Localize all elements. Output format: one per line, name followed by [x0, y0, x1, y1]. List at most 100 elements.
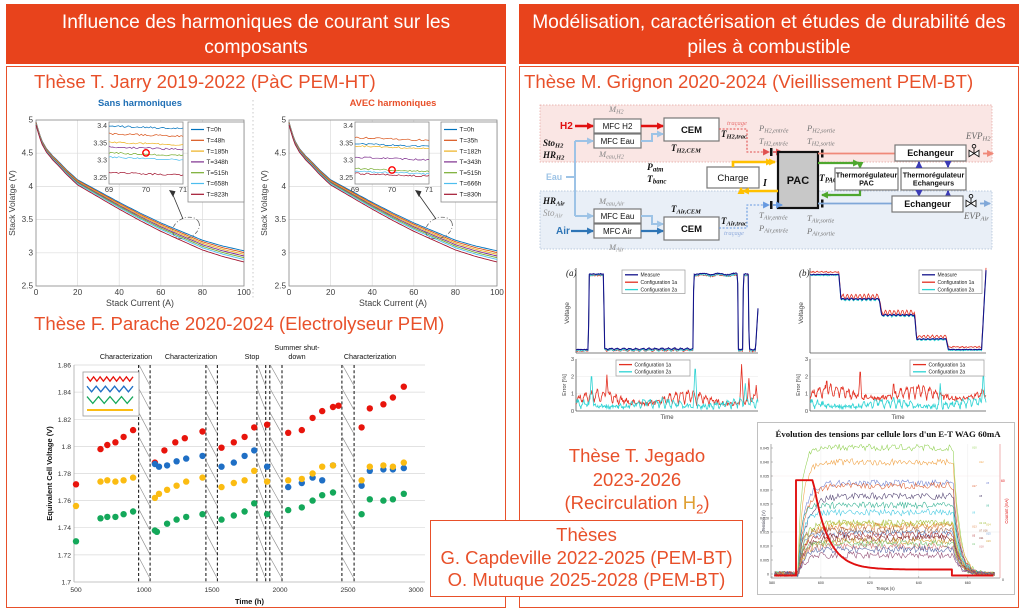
svg-text:PAir,entrée: PAir,entrée: [758, 223, 788, 235]
svg-text:Echangeur: Echangeur: [904, 199, 951, 209]
svg-text:EVPAir: EVPAir: [963, 211, 989, 223]
svg-text:U5: U5: [986, 482, 990, 485]
svg-text:MH2: MH2: [608, 104, 624, 116]
svg-text:3.3: 3.3: [343, 158, 353, 165]
svg-text:3: 3: [571, 357, 574, 363]
svg-text:1: 1: [571, 392, 574, 398]
svg-text:2000: 2000: [272, 587, 287, 594]
svg-text:U7 U16: U7 U16: [979, 530, 988, 533]
svg-text:U18: U18: [979, 546, 984, 549]
svg-text:2.5: 2.5: [22, 282, 34, 291]
svg-text:MFC Air: MFC Air: [603, 227, 632, 236]
svg-text:Configuration 2a: Configuration 2a: [938, 287, 975, 293]
svg-text:0.025: 0.025: [760, 503, 769, 507]
svg-text:Characterization: Characterization: [165, 352, 217, 361]
svg-text:1.7: 1.7: [62, 580, 72, 587]
svg-text:Tension (V): Tension (V): [761, 510, 766, 532]
svg-text:T=35h: T=35h: [460, 138, 479, 145]
svg-text:U12: U12: [979, 461, 984, 464]
svg-text:0: 0: [34, 288, 39, 297]
svg-text:Temps (s): Temps (s): [876, 586, 895, 591]
svg-text:1.72: 1.72: [58, 552, 71, 559]
svg-text:100: 100: [237, 288, 251, 297]
svg-text:Courant (mA): Courant (mA): [1004, 498, 1009, 524]
svg-text:Echangeur: Echangeur: [907, 148, 954, 158]
svg-text:StoAir: StoAir: [543, 208, 563, 220]
svg-text:4: 4: [281, 182, 286, 191]
svg-text:Eau: Eau: [546, 172, 562, 182]
svg-text:U6: U6: [986, 504, 990, 507]
svg-text:69: 69: [105, 185, 113, 194]
svg-text:3.4: 3.4: [97, 123, 107, 130]
svg-text:Characterization: Characterization: [100, 352, 152, 361]
svg-text:0: 0: [571, 409, 574, 415]
svg-text:0: 0: [1002, 578, 1004, 582]
svg-text:0.045: 0.045: [760, 447, 769, 451]
svg-text:71: 71: [179, 185, 187, 194]
svg-text:Configuration 1a: Configuration 1a: [635, 362, 672, 368]
svg-text:620: 620: [867, 581, 873, 585]
svg-text:(a): (a): [566, 268, 577, 278]
svg-text:TH2,trac: TH2,trac: [721, 129, 747, 141]
svg-text:1.78: 1.78: [58, 471, 71, 478]
svg-text:1.84: 1.84: [58, 390, 71, 397]
svg-text:40: 40: [368, 288, 378, 297]
svg-text:TH2,CEM: TH2,CEM: [671, 143, 701, 155]
svg-text:Configuration 1a: Configuration 1a: [938, 280, 975, 286]
svg-text:60: 60: [409, 288, 419, 297]
svg-text:T=185h: T=185h: [207, 148, 229, 155]
svg-text:Meau,Air: Meau,Air: [598, 196, 625, 208]
svg-text:3.3: 3.3: [97, 158, 107, 165]
svg-text:1.82: 1.82: [58, 417, 71, 424]
svg-text:0: 0: [805, 409, 808, 415]
svg-text:U19: U19: [986, 540, 991, 543]
svg-text:Error [%]: Error [%]: [562, 374, 568, 396]
svg-text:U11: U11: [979, 537, 984, 540]
svg-text:CEM: CEM: [681, 224, 702, 235]
svg-text:T=515h: T=515h: [460, 170, 482, 177]
svg-text:EVPH2: EVPH2: [965, 131, 991, 143]
svg-text:Évolution des tensions par cel: Évolution des tensions par cellule lors …: [775, 429, 1001, 439]
svg-text:Configuration 1a: Configuration 1a: [929, 362, 966, 368]
svg-text:70: 70: [142, 185, 150, 194]
svg-text:Characterization: Characterization: [344, 352, 396, 361]
svg-text:4.5: 4.5: [22, 149, 34, 158]
svg-text:1: 1: [805, 392, 808, 398]
svg-text:PAir,sortie: PAir,sortie: [806, 226, 835, 238]
svg-text:PH2,sortie: PH2,sortie: [806, 123, 835, 135]
svg-text:Measure: Measure: [938, 273, 958, 279]
svg-text:U8: U8: [979, 495, 983, 498]
svg-text:Configuration 1a: Configuration 1a: [641, 280, 678, 286]
svg-text:traçage: traçage: [724, 230, 744, 237]
svg-text:U10: U10: [972, 446, 977, 449]
svg-text:0.040: 0.040: [760, 461, 769, 465]
svg-text:5: 5: [281, 116, 286, 125]
svg-text:HRAir: HRAir: [542, 196, 565, 208]
svg-text:0.010: 0.010: [760, 545, 769, 549]
svg-text:3.25: 3.25: [93, 175, 107, 182]
svg-text:3: 3: [281, 248, 286, 257]
svg-text:Patm: Patm: [647, 163, 663, 174]
svg-text:3.35: 3.35: [339, 140, 353, 147]
svg-text:0: 0: [767, 573, 769, 577]
svg-text:4: 4: [28, 182, 33, 191]
svg-text:T=182h: T=182h: [460, 148, 482, 155]
svg-text:T=830h: T=830h: [460, 192, 482, 199]
svg-text:3.25: 3.25: [339, 175, 353, 182]
svg-text:Time (h): Time (h): [235, 597, 265, 606]
svg-text:1.76: 1.76: [58, 498, 71, 505]
svg-text:80: 80: [198, 288, 208, 297]
svg-text:T=666h: T=666h: [460, 181, 482, 188]
svg-text:traçage: traçage: [727, 120, 747, 127]
svg-text:580: 580: [769, 581, 775, 585]
svg-text:Configuration 2a: Configuration 2a: [635, 370, 672, 376]
svg-text:down: down: [288, 352, 305, 361]
svg-text:Thermorégulateur: Thermorégulateur: [836, 170, 898, 179]
svg-text:MAir: MAir: [608, 242, 625, 254]
svg-text:Thermorégulateur: Thermorégulateur: [903, 170, 965, 179]
svg-text:Configuration 2a: Configuration 2a: [641, 287, 678, 293]
svg-text:TAir,entrée: TAir,entrée: [759, 210, 788, 222]
svg-text:70: 70: [388, 185, 396, 194]
svg-text:Stack Current (A): Stack Current (A): [106, 298, 174, 308]
svg-text:U2 U4: U2 U4: [979, 522, 987, 525]
